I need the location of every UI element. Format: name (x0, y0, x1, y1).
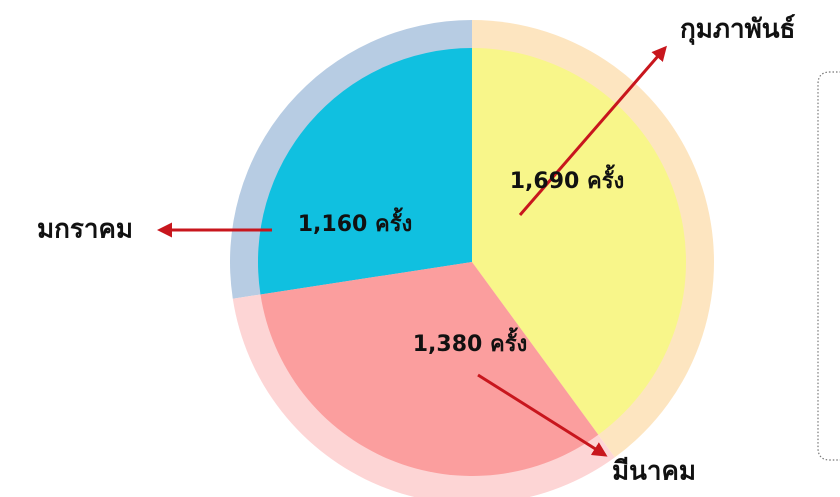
category-label: กุมภาพันธ์ (680, 14, 795, 46)
note-box (817, 71, 840, 461)
pie (229, 20, 714, 497)
pie-slice (260, 262, 599, 476)
arrow (477, 373, 608, 457)
category-label: มกราคม (37, 215, 133, 245)
labels: มกราคม 1,160 ครั้ง กุมภาพันธ์ 1,690 ครั้งมี… (37, 14, 795, 487)
pie-slice (258, 48, 472, 295)
pie-slice (472, 48, 686, 435)
value-label: 1,690 ครั้ง (510, 164, 625, 194)
value-label: 1,160 ครั้ง (298, 207, 413, 237)
category-label: มีนาคม (612, 457, 696, 487)
arrow (518, 45, 667, 216)
value-label: 1,380 ครั้ง (413, 327, 528, 357)
